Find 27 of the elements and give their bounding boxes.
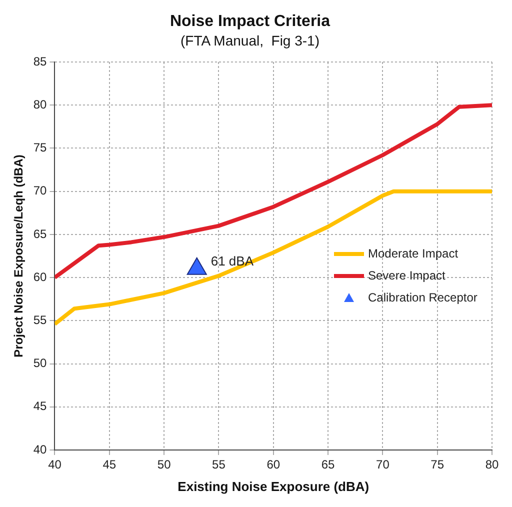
y-tick-label: 40	[33, 442, 48, 456]
x-tick-label: 60	[266, 458, 280, 472]
y-tick-label: 55	[33, 312, 48, 327]
legend-label: Moderate Impact	[368, 246, 459, 260]
y-tick-label: 75	[33, 140, 48, 155]
chart-subtitle: (FTA Manual, Fig 3-1)	[180, 32, 320, 48]
legend-label: Calibration Receptor	[368, 290, 478, 304]
y-tick-label: 50	[33, 356, 48, 370]
x-tick-label: 50	[157, 458, 172, 472]
x-axis-title: Existing Noise Exposure (dBA)	[178, 478, 370, 494]
y-axis-title: Project Noise Exposure/Leqh (dBA)	[12, 154, 26, 358]
legend-label: Severe Impact	[368, 268, 446, 282]
y-tick-label: 70	[33, 184, 48, 198]
y-tick-label: 85	[33, 54, 48, 68]
chart-title: Noise Impact Criteria	[170, 13, 330, 30]
x-tick-label: 65	[321, 458, 336, 472]
x-tick-label: 80	[485, 458, 499, 472]
y-tick-label: 45	[33, 399, 48, 414]
x-tick-label: 75	[430, 458, 444, 472]
y-tick-label: 65	[33, 226, 48, 241]
annotation: 61 dBA	[210, 254, 254, 269]
x-tick-label: 70	[376, 458, 390, 472]
y-tick-label: 60	[33, 270, 48, 284]
x-tick-label: 40	[48, 458, 62, 472]
y-tick-label: 80	[33, 97, 48, 112]
x-tick-label: 55	[212, 458, 226, 472]
x-tick-label: 45	[102, 458, 116, 472]
